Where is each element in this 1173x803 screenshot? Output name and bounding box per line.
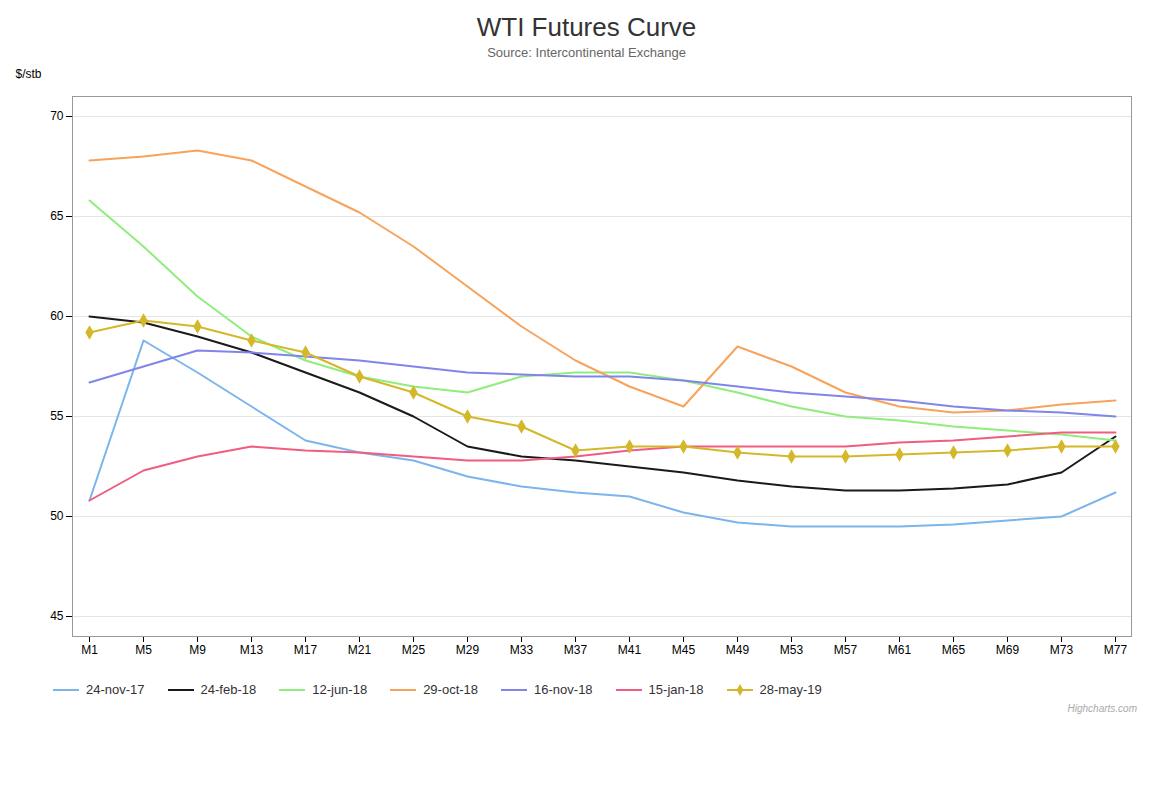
svg-text:M65: M65 (942, 643, 966, 657)
html-text:29-oct-18: 29-oct-18 (423, 682, 479, 697)
svg-text:M1: M1 (81, 643, 98, 657)
html-text:12-jun-18: 12-jun-18 (312, 682, 368, 697)
svg-text:M33: M33 (510, 643, 534, 657)
html-text:Source: Intercontinental Excha: Source: Intercontinental Exchange (487, 45, 686, 60)
svg-text:60: 60 (50, 309, 64, 323)
html-text:24-nov-17: 24-nov-17 (86, 682, 145, 697)
html-text:28-may-19: 28-may-19 (759, 682, 822, 697)
svg-text:M53: M53 (780, 643, 804, 657)
svg-text:$/stb: $/stb (16, 67, 42, 81)
svg-text:M45: M45 (672, 643, 696, 657)
svg-text:M25: M25 (402, 643, 426, 657)
html-text:16-nov-18: 16-nov-18 (534, 682, 593, 697)
svg-text:70: 70 (50, 109, 64, 123)
svg-text:M17: M17 (294, 643, 318, 657)
svg-text:M21: M21 (348, 643, 372, 657)
svg-text:M13: M13 (240, 643, 264, 657)
svg-text:M5: M5 (135, 643, 152, 657)
svg-text:M57: M57 (834, 643, 858, 657)
svg-text:M41: M41 (618, 643, 642, 657)
html-text:Highcharts.com: Highcharts.com (1067, 703, 1137, 714)
svg-text:M61: M61 (888, 643, 912, 657)
svg-text:45: 45 (50, 609, 64, 623)
svg-text:M73: M73 (1050, 643, 1074, 657)
svg-text:M9: M9 (189, 643, 206, 657)
svg-text:55: 55 (50, 409, 64, 423)
html-text:WTI Futures Curve: WTI Futures Curve (476, 12, 697, 42)
html-text:15-jan-18: 15-jan-18 (648, 682, 704, 697)
svg-text:50: 50 (50, 509, 64, 523)
svg-text:M29: M29 (456, 643, 480, 657)
svg-text:M37: M37 (564, 643, 588, 657)
svg-text:M49: M49 (726, 643, 750, 657)
svg-text:65: 65 (50, 209, 64, 223)
svg-text:M69: M69 (996, 643, 1020, 657)
svg-text:M77: M77 (1104, 643, 1128, 657)
html-text:24-feb-18: 24-feb-18 (200, 682, 257, 697)
